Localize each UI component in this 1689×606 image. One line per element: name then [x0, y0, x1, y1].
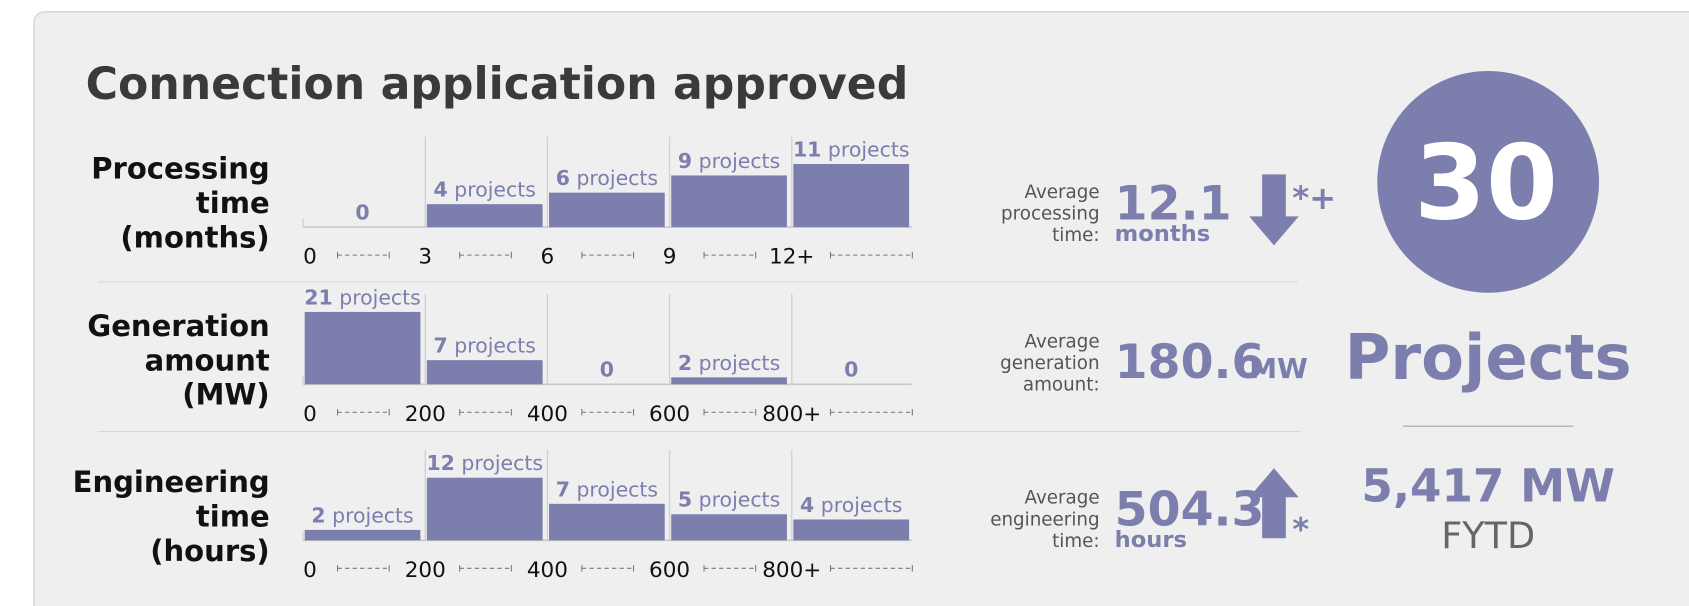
value-label: 9 projects: [678, 149, 780, 173]
project-count: 30: [1414, 124, 1558, 244]
period: FYTD: [1441, 514, 1535, 557]
x-tick-label: 600: [649, 402, 690, 427]
stat-label: Average generation amount:: [1000, 332, 1099, 396]
stat-note: *+: [1292, 179, 1336, 217]
value-label: 4 projects: [800, 493, 902, 517]
bar: [549, 503, 665, 541]
x-tick-label: 200: [405, 558, 446, 583]
projects-label: Projects: [1345, 321, 1632, 394]
x-tick-label: 12+: [769, 245, 814, 270]
total-mw: 5,417 MW: [1361, 460, 1614, 513]
count-circle: [1377, 71, 1600, 293]
value-label: 0: [844, 358, 858, 382]
row-label: Processing time (months): [91, 152, 270, 255]
value-label: 7 projects: [556, 477, 658, 501]
bar: [793, 163, 910, 228]
stat-unit: MW: [1249, 352, 1308, 385]
bar: [304, 529, 421, 541]
stat-unit: months: [1115, 221, 1210, 247]
x-tick-label: 9: [663, 245, 677, 270]
stat-value: 504.3: [1115, 482, 1265, 537]
bar: [671, 514, 787, 541]
bar: [671, 377, 787, 385]
row-label: Engineering time (hours): [73, 465, 270, 568]
x-tick-label: 200: [405, 402, 446, 427]
value-label: 12 projects: [426, 451, 543, 475]
stat-note: *: [1292, 510, 1309, 548]
x-tick-label: 0: [303, 245, 317, 270]
value-label: 2 projects: [311, 503, 413, 527]
value-label: 21 projects: [304, 285, 421, 309]
value-label: 7 projects: [434, 334, 536, 358]
x-tick-label: 800+: [762, 402, 821, 427]
stat-value: 180.6: [1115, 335, 1265, 390]
x-tick-label: 0: [303, 402, 317, 427]
x-tick-label: 0: [303, 558, 317, 583]
bar: [426, 204, 543, 228]
bar: [793, 519, 910, 541]
value-label: 4 projects: [434, 178, 536, 202]
stat-value: 12.1: [1115, 177, 1232, 232]
bar: [426, 360, 543, 385]
card-title: Connection application approved: [86, 59, 909, 110]
value-label: 2 projects: [678, 351, 780, 375]
value-label: 0: [600, 358, 614, 382]
x-tick-label: 800+: [762, 558, 821, 583]
x-tick-label: 6: [541, 245, 555, 270]
value-label: 11 projects: [793, 137, 910, 161]
bar: [671, 175, 787, 228]
x-tick-label: 3: [418, 245, 432, 270]
x-tick-label: 600: [649, 558, 690, 583]
value-label: 6 projects: [556, 166, 658, 190]
x-tick-label: 400: [527, 558, 568, 583]
value-label: 0: [355, 201, 369, 225]
x-tick-label: 400: [527, 402, 568, 427]
stat-unit: hours: [1115, 527, 1187, 553]
value-label: 5 projects: [678, 488, 780, 512]
stat-label: Average processing time:: [1001, 182, 1100, 246]
trend-arrow: [1249, 468, 1299, 539]
bar: [426, 477, 543, 541]
bar: [549, 192, 665, 228]
stat-label: Average engineering time:: [990, 488, 1099, 552]
card: [33, 11, 1689, 606]
row-label: Generation amount (MW): [87, 309, 269, 412]
trend-arrow: [1249, 174, 1299, 246]
bar: [304, 311, 421, 385]
